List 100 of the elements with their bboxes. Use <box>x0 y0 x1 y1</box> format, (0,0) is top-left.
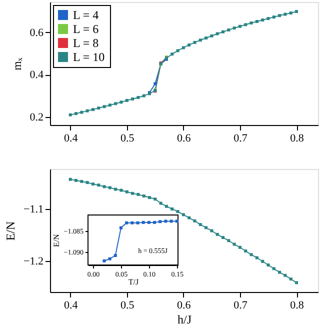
point <box>289 12 292 15</box>
point <box>159 202 162 205</box>
point <box>244 250 248 252</box>
point <box>153 220 156 224</box>
point <box>164 220 168 223</box>
point <box>91 108 94 112</box>
point <box>204 36 208 40</box>
x-tick-label: 0.7 <box>234 300 248 312</box>
point <box>216 32 219 36</box>
point <box>80 110 84 114</box>
point <box>198 38 202 42</box>
y-tick-label: 0.6 <box>30 26 44 39</box>
point <box>80 180 84 183</box>
point <box>91 182 94 186</box>
point <box>114 102 118 106</box>
x-tick-label: 0.5 <box>120 300 135 312</box>
point <box>261 18 264 22</box>
point <box>97 184 100 187</box>
point <box>86 109 89 112</box>
y-tick-label: 0.4 <box>30 69 44 82</box>
point <box>86 180 89 184</box>
point <box>272 16 276 19</box>
point <box>142 220 145 224</box>
point <box>108 186 112 190</box>
x-axis-title: T/J <box>128 278 139 286</box>
point <box>136 221 140 224</box>
legend-label: L = 10 <box>73 50 105 64</box>
point <box>142 94 146 98</box>
point <box>182 213 185 216</box>
y-tick-label: 0.2 <box>30 111 44 124</box>
point <box>148 196 152 200</box>
point <box>125 221 128 224</box>
point <box>154 82 157 86</box>
point <box>176 210 180 214</box>
point <box>255 20 258 23</box>
point <box>266 17 270 20</box>
point <box>102 185 106 188</box>
point <box>68 113 72 116</box>
point <box>250 253 253 256</box>
point <box>130 221 134 224</box>
point <box>255 256 258 260</box>
point <box>188 216 191 220</box>
point <box>108 104 112 107</box>
point <box>238 24 242 28</box>
point <box>193 219 196 222</box>
point <box>136 96 140 99</box>
point <box>175 220 178 223</box>
y-axis-title: mₓ <box>10 57 24 70</box>
point <box>244 23 248 26</box>
x-axis-title: h/J <box>177 312 192 325</box>
point <box>284 274 287 277</box>
x-tick-label: 0.6 <box>177 300 192 312</box>
point <box>295 10 298 14</box>
point <box>272 267 276 270</box>
point <box>204 226 208 230</box>
line-series <box>102 220 178 262</box>
point <box>182 46 185 50</box>
point <box>188 43 191 46</box>
point <box>232 26 236 30</box>
point <box>210 229 214 232</box>
point <box>238 246 242 249</box>
point <box>102 259 106 262</box>
x-tick-label: 0.6 <box>177 132 192 144</box>
legend-label: L = 6 <box>73 22 99 36</box>
point <box>125 190 128 194</box>
point <box>284 12 287 16</box>
point <box>125 98 128 102</box>
y-tick-label: −1.1 <box>24 203 44 216</box>
point <box>266 264 270 267</box>
point <box>131 192 134 195</box>
point <box>250 21 253 24</box>
point <box>193 40 196 44</box>
point <box>170 52 174 56</box>
legend-label: L = 8 <box>73 36 99 50</box>
point <box>227 239 230 242</box>
legend-label: L = 4 <box>73 8 99 22</box>
point <box>142 194 146 198</box>
point <box>232 242 236 246</box>
x-tick-label: 0.8 <box>290 300 304 312</box>
point <box>216 232 219 236</box>
point <box>176 49 180 52</box>
point <box>97 106 100 110</box>
point <box>198 223 202 226</box>
y-axis-title: E/N <box>52 234 61 247</box>
point <box>158 220 162 224</box>
point <box>120 100 123 104</box>
point <box>222 30 225 34</box>
point <box>114 188 118 191</box>
point <box>210 34 214 38</box>
point <box>74 112 78 116</box>
point <box>68 178 72 181</box>
point <box>136 192 140 196</box>
point <box>147 220 150 224</box>
point <box>295 281 298 284</box>
point <box>227 28 230 32</box>
point <box>114 254 117 257</box>
point <box>120 188 123 192</box>
point <box>131 97 134 100</box>
point <box>289 278 292 281</box>
point <box>278 270 282 274</box>
